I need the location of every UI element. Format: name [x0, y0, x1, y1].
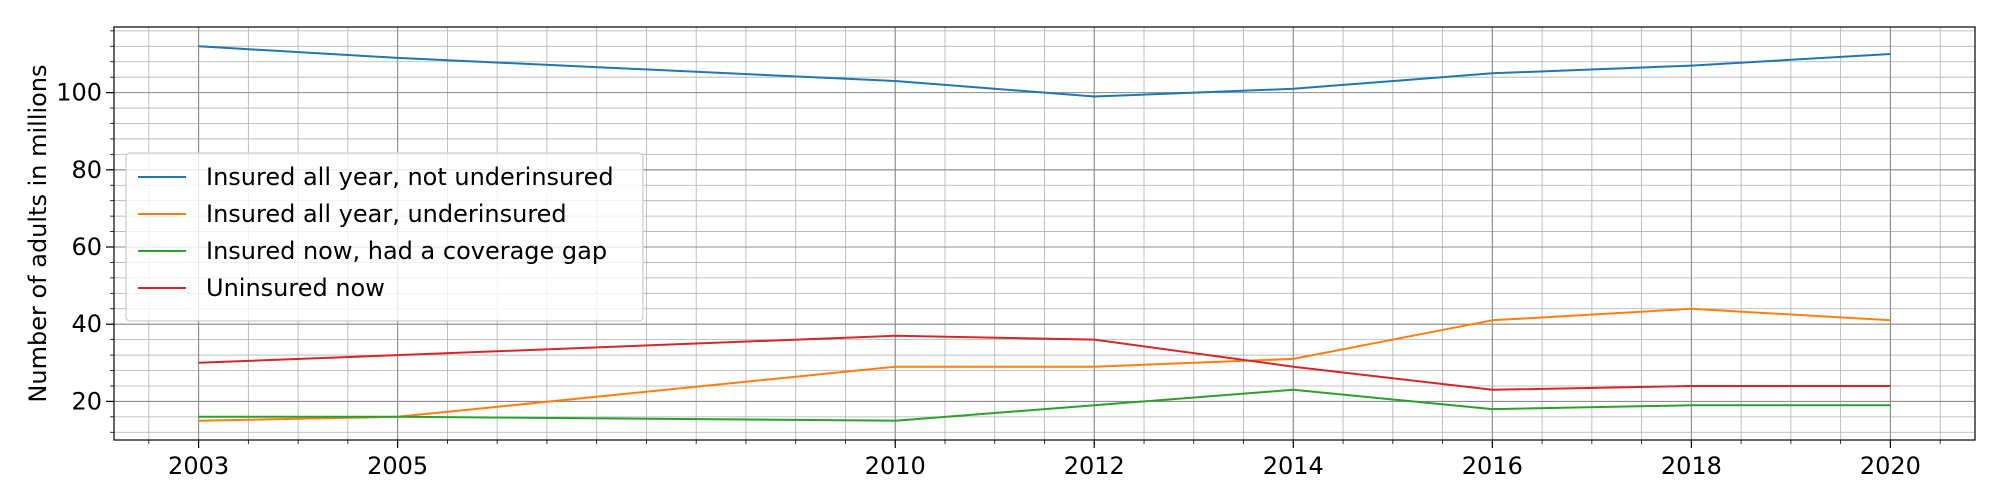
legend-label: Insured all year, not underinsured — [206, 163, 614, 191]
legend-label: Insured now, had a coverage gap — [206, 237, 607, 265]
x-tick-label: 2010 — [865, 452, 926, 480]
y-axis-label: Number of adults in millions — [24, 64, 52, 402]
x-tick-label: 2016 — [1462, 452, 1523, 480]
y-tick-label: 40 — [71, 310, 102, 338]
x-tick-label: 2012 — [1064, 452, 1125, 480]
x-tick-label: 2020 — [1860, 452, 1921, 480]
y-tick-label: 20 — [71, 387, 102, 415]
x-tick-label: 2005 — [367, 452, 428, 480]
x-tick-label: 2003 — [168, 452, 229, 480]
y-tick-label: 60 — [71, 233, 102, 261]
x-tick-label: 2014 — [1263, 452, 1324, 480]
x-tick-label: 2018 — [1661, 452, 1722, 480]
legend: Insured all year, not underinsured Insure… — [126, 153, 643, 321]
y-tick-label: 80 — [71, 156, 102, 184]
legend-label: Uninsured now — [206, 274, 385, 302]
y-tick-label: 100 — [56, 79, 102, 107]
legend-label: Insured all year, underinsured — [206, 200, 567, 228]
